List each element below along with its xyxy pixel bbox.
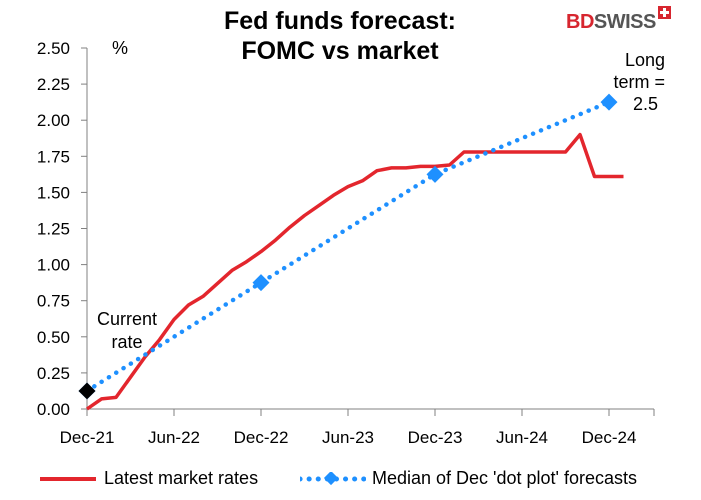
y-tick-label: 0.50 [37, 328, 70, 347]
annotation-current-rate-line1: Current [97, 309, 157, 329]
chart-axes: 0.00 0.25 0.50 0.75 1.00 1.25 1.50 1.75 2.00 2.25… [37, 38, 655, 447]
logo-text-swiss: SWISS [593, 11, 656, 33]
x-tick-label: Dec-24 [582, 428, 637, 447]
annotation-current-rate-line2: rate [111, 332, 142, 352]
bdswiss-logo: BDSWISS [566, 6, 671, 34]
y-tick-label: 0.75 [37, 292, 70, 311]
dot-plot-point [600, 93, 618, 111]
y-axis-unit-label: % [112, 38, 128, 58]
dot-plot-point [426, 165, 444, 183]
y-tick-label: 1.50 [37, 183, 70, 202]
chart-series [78, 93, 624, 411]
x-tick-label: Dec-22 [234, 428, 289, 447]
annotation-long-term-line1: Long [625, 50, 665, 70]
chart-legend: Latest market rates Median of Dec 'dot p… [0, 468, 701, 494]
legend-swatch-market [40, 476, 96, 481]
legend-swatch-dotplot [300, 471, 366, 485]
annotation-long-term-line3: 2.5 [633, 94, 658, 114]
dot-plot-point [252, 274, 270, 292]
chart-title: Fed funds forecast: FOMC vs market [160, 6, 520, 66]
chart-title-line-2: FOMC vs market [241, 37, 439, 65]
legend-item-market: Latest market rates [40, 468, 258, 489]
y-tick-label: 1.75 [37, 147, 70, 166]
y-tick-label: 2.25 [37, 75, 70, 94]
legend-label-dotplot: Median of Dec 'dot plot' forecasts [372, 468, 638, 488]
legend-label-market: Latest market rates [104, 468, 259, 488]
y-tick-label: 0.25 [37, 364, 70, 383]
x-tick-label: Jun-22 [148, 428, 200, 447]
y-tick-label: 1.00 [37, 256, 70, 275]
y-tick-label: 2.00 [37, 111, 70, 130]
series-line-market-rates [85, 132, 624, 411]
chart-plot: 0.00 0.25 0.50 0.75 1.00 1.25 1.50 1.75 2.00 2.25… [37, 38, 665, 447]
annotation-long-term-line2: term = [613, 72, 665, 92]
y-tick-label: 2.50 [37, 39, 70, 58]
chart-title-line-1: Fed funds forecast: [224, 7, 456, 35]
logo-text-bd: BD [566, 11, 594, 33]
y-tick-label: 0.00 [37, 400, 70, 419]
current-rate-point [78, 382, 96, 400]
swiss-cross-icon [657, 6, 671, 19]
legend-item-dotplot: Median of Dec 'dot plot' forecasts [300, 468, 637, 489]
x-tick-label: Dec-23 [408, 428, 463, 447]
y-tick-label: 1.25 [37, 220, 70, 239]
x-tick-label: Jun-24 [496, 428, 548, 447]
series-line-dot-plot [84, 99, 612, 394]
x-tick-label: Dec-21 [60, 428, 115, 447]
x-tick-label: Jun-23 [322, 428, 374, 447]
